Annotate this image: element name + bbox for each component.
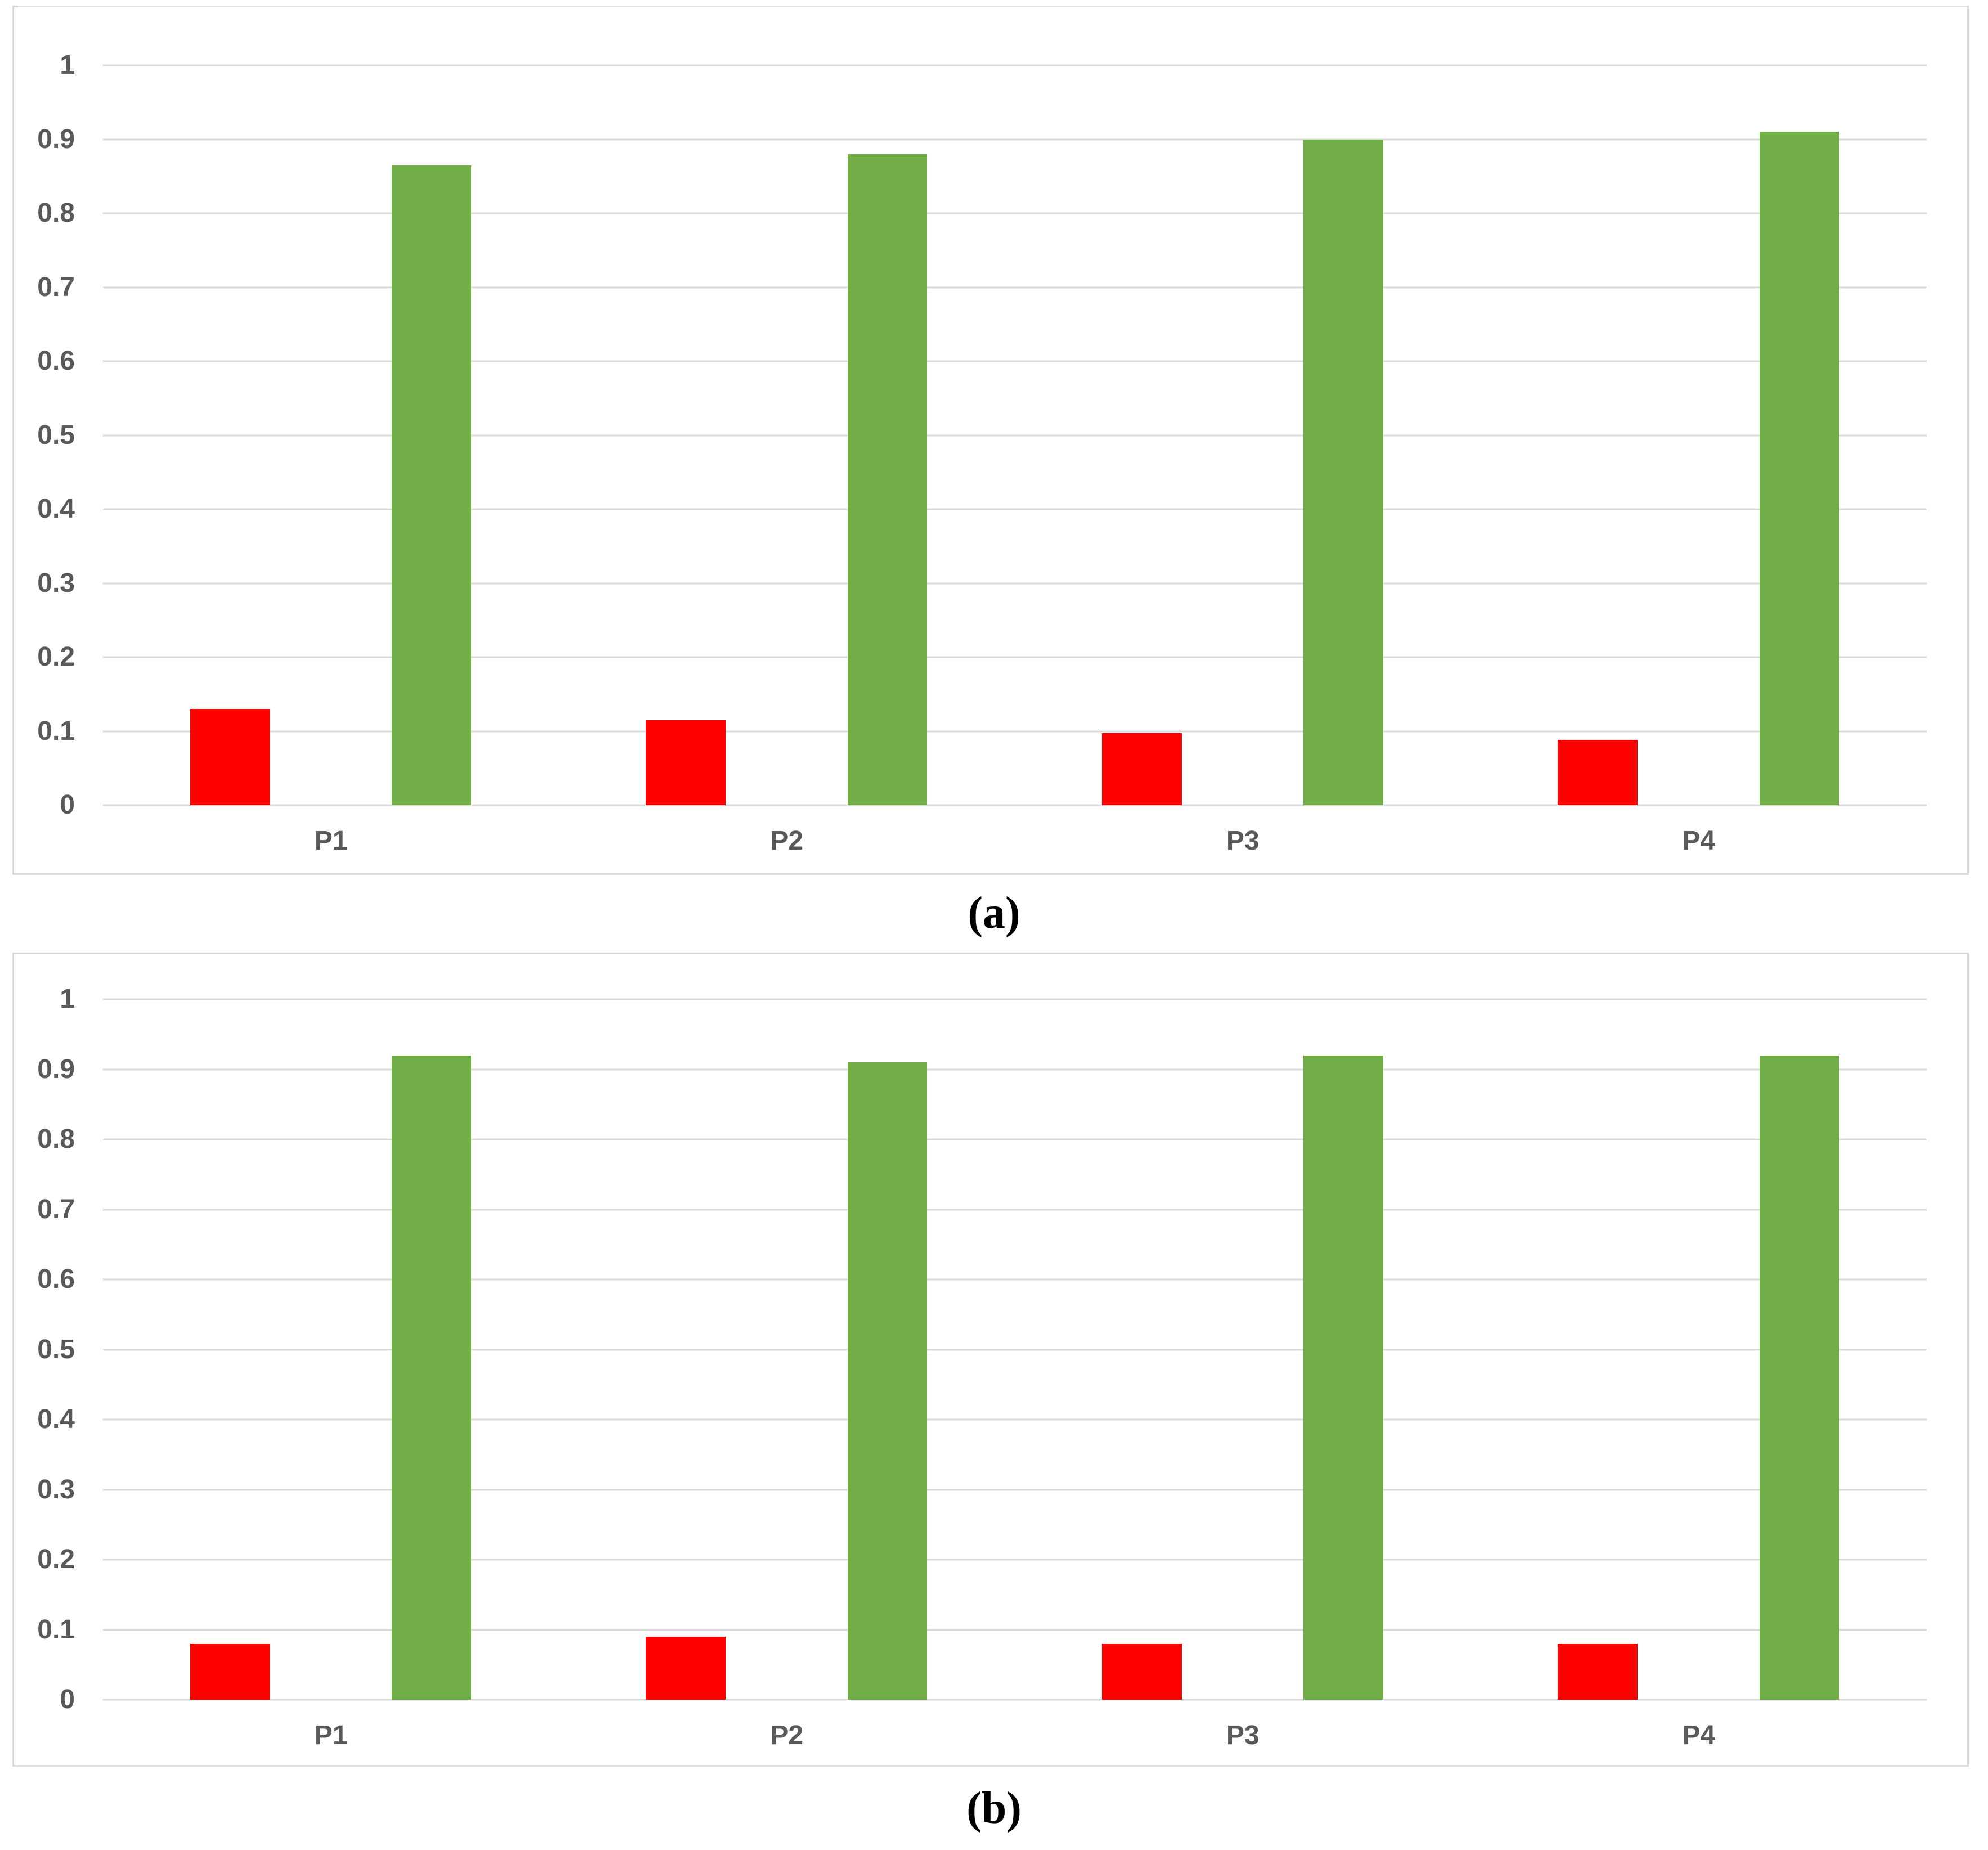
- bar-green-p2: [847, 1062, 928, 1700]
- x-axis-label-p2: P2: [770, 826, 804, 856]
- gridline-0: [103, 1699, 1927, 1701]
- bar-red-p1: [190, 1644, 270, 1700]
- y-axis-tick-label: 0: [60, 1685, 75, 1714]
- x-axis-label-p3: P3: [1226, 826, 1260, 856]
- chart-panel-b: 1 0.9 0.8 0.7 0.6 0.5 0.4 0.3 0.2 0.1 0 P1 P2 P3 P4: [12, 953, 1969, 1767]
- bar-green-p1: [392, 165, 471, 805]
- gridline-0.5: [103, 434, 1927, 436]
- y-axis-tick-label: 0.7: [37, 272, 75, 302]
- y-axis-tick-label: 0.1: [37, 716, 75, 746]
- gridline-1: [103, 998, 1927, 1000]
- y-axis-tick-label: 0.2: [37, 1544, 75, 1574]
- gridline-0.3: [103, 1489, 1927, 1490]
- bar-green-p3: [1303, 139, 1383, 805]
- gridline-0.2: [103, 1559, 1927, 1561]
- y-axis-tick-label: 0.6: [37, 1264, 75, 1294]
- gridline-0.4: [103, 508, 1927, 510]
- bar-green-p4: [1759, 1055, 1839, 1700]
- gridline-0.7: [103, 1209, 1927, 1210]
- gridline-0: [103, 804, 1927, 806]
- y-axis-tick-label: 0.5: [37, 420, 75, 450]
- x-axis-label-p2: P2: [770, 1721, 804, 1750]
- y-axis-tick-label: 0.4: [37, 1404, 75, 1434]
- gridline-1: [103, 64, 1927, 66]
- y-axis-tick-label: 0: [60, 790, 75, 820]
- y-axis-tick-label: 0.3: [37, 568, 75, 598]
- panel-a-caption-text: (a): [968, 888, 1020, 938]
- x-axis-label-p1: P1: [314, 826, 348, 856]
- y-axis-tick-label: 0.8: [37, 198, 75, 228]
- panel-b-caption: (b): [0, 1767, 1988, 1850]
- y-axis-tick-label: 1: [60, 984, 75, 1014]
- bar-green-p2: [847, 154, 928, 805]
- gridline-0.4: [103, 1418, 1927, 1421]
- bar-red-p4: [1558, 740, 1638, 805]
- chart-panel-a: 1 0.9 0.8 0.7 0.6 0.5 0.4 0.3 0.2 0.1 0 P1 P2 P3 P4: [12, 6, 1969, 875]
- gridline-0.2: [103, 656, 1927, 658]
- y-axis-tick-label: 0.1: [37, 1614, 75, 1645]
- gridline-0.7: [103, 286, 1927, 288]
- bar-red-p3: [1101, 733, 1182, 805]
- x-axis-label-p3: P3: [1226, 1721, 1260, 1750]
- gridline-0.8: [103, 212, 1927, 214]
- y-axis-tick-label: 0.4: [37, 494, 75, 524]
- gridline-0.5: [103, 1349, 1927, 1350]
- y-axis-tick-label: 0.5: [37, 1334, 75, 1364]
- gridline-0.1: [103, 1629, 1927, 1631]
- bar-red-p4: [1558, 1644, 1638, 1700]
- y-axis-tick-label: 1: [60, 50, 75, 80]
- y-axis-tick-label: 0.3: [37, 1474, 75, 1505]
- bar-green-p4: [1759, 132, 1839, 805]
- y-axis-tick-label: 0.8: [37, 1124, 75, 1154]
- x-axis-label-p4: P4: [1682, 1721, 1716, 1750]
- gridline-0.6: [103, 1278, 1927, 1281]
- bar-red-p1: [190, 709, 270, 805]
- panel-a-caption: (a): [0, 874, 1988, 953]
- gridline-0.8: [103, 1138, 1927, 1140]
- bar-red-p2: [646, 1636, 726, 1700]
- gridline-0.6: [103, 360, 1927, 362]
- y-axis-tick-label: 0.9: [37, 124, 75, 154]
- gridline-0.9: [103, 1068, 1927, 1070]
- gridline-0.1: [103, 730, 1927, 732]
- panel-b-caption-text: (b): [966, 1783, 1022, 1833]
- y-axis-tick-label: 0.9: [37, 1054, 75, 1084]
- y-axis-tick-label: 0.7: [37, 1194, 75, 1224]
- gridline-0.3: [103, 582, 1927, 584]
- y-axis-tick-label: 0.2: [37, 642, 75, 672]
- bar-green-p3: [1303, 1055, 1383, 1700]
- x-axis-label-p4: P4: [1682, 826, 1716, 856]
- bar-red-p2: [646, 720, 726, 805]
- x-axis-label-p1: P1: [314, 1721, 348, 1750]
- gridline-0.9: [103, 138, 1927, 140]
- y-axis-tick-label: 0.6: [37, 346, 75, 376]
- bar-green-p1: [392, 1055, 471, 1700]
- bar-red-p3: [1101, 1644, 1182, 1700]
